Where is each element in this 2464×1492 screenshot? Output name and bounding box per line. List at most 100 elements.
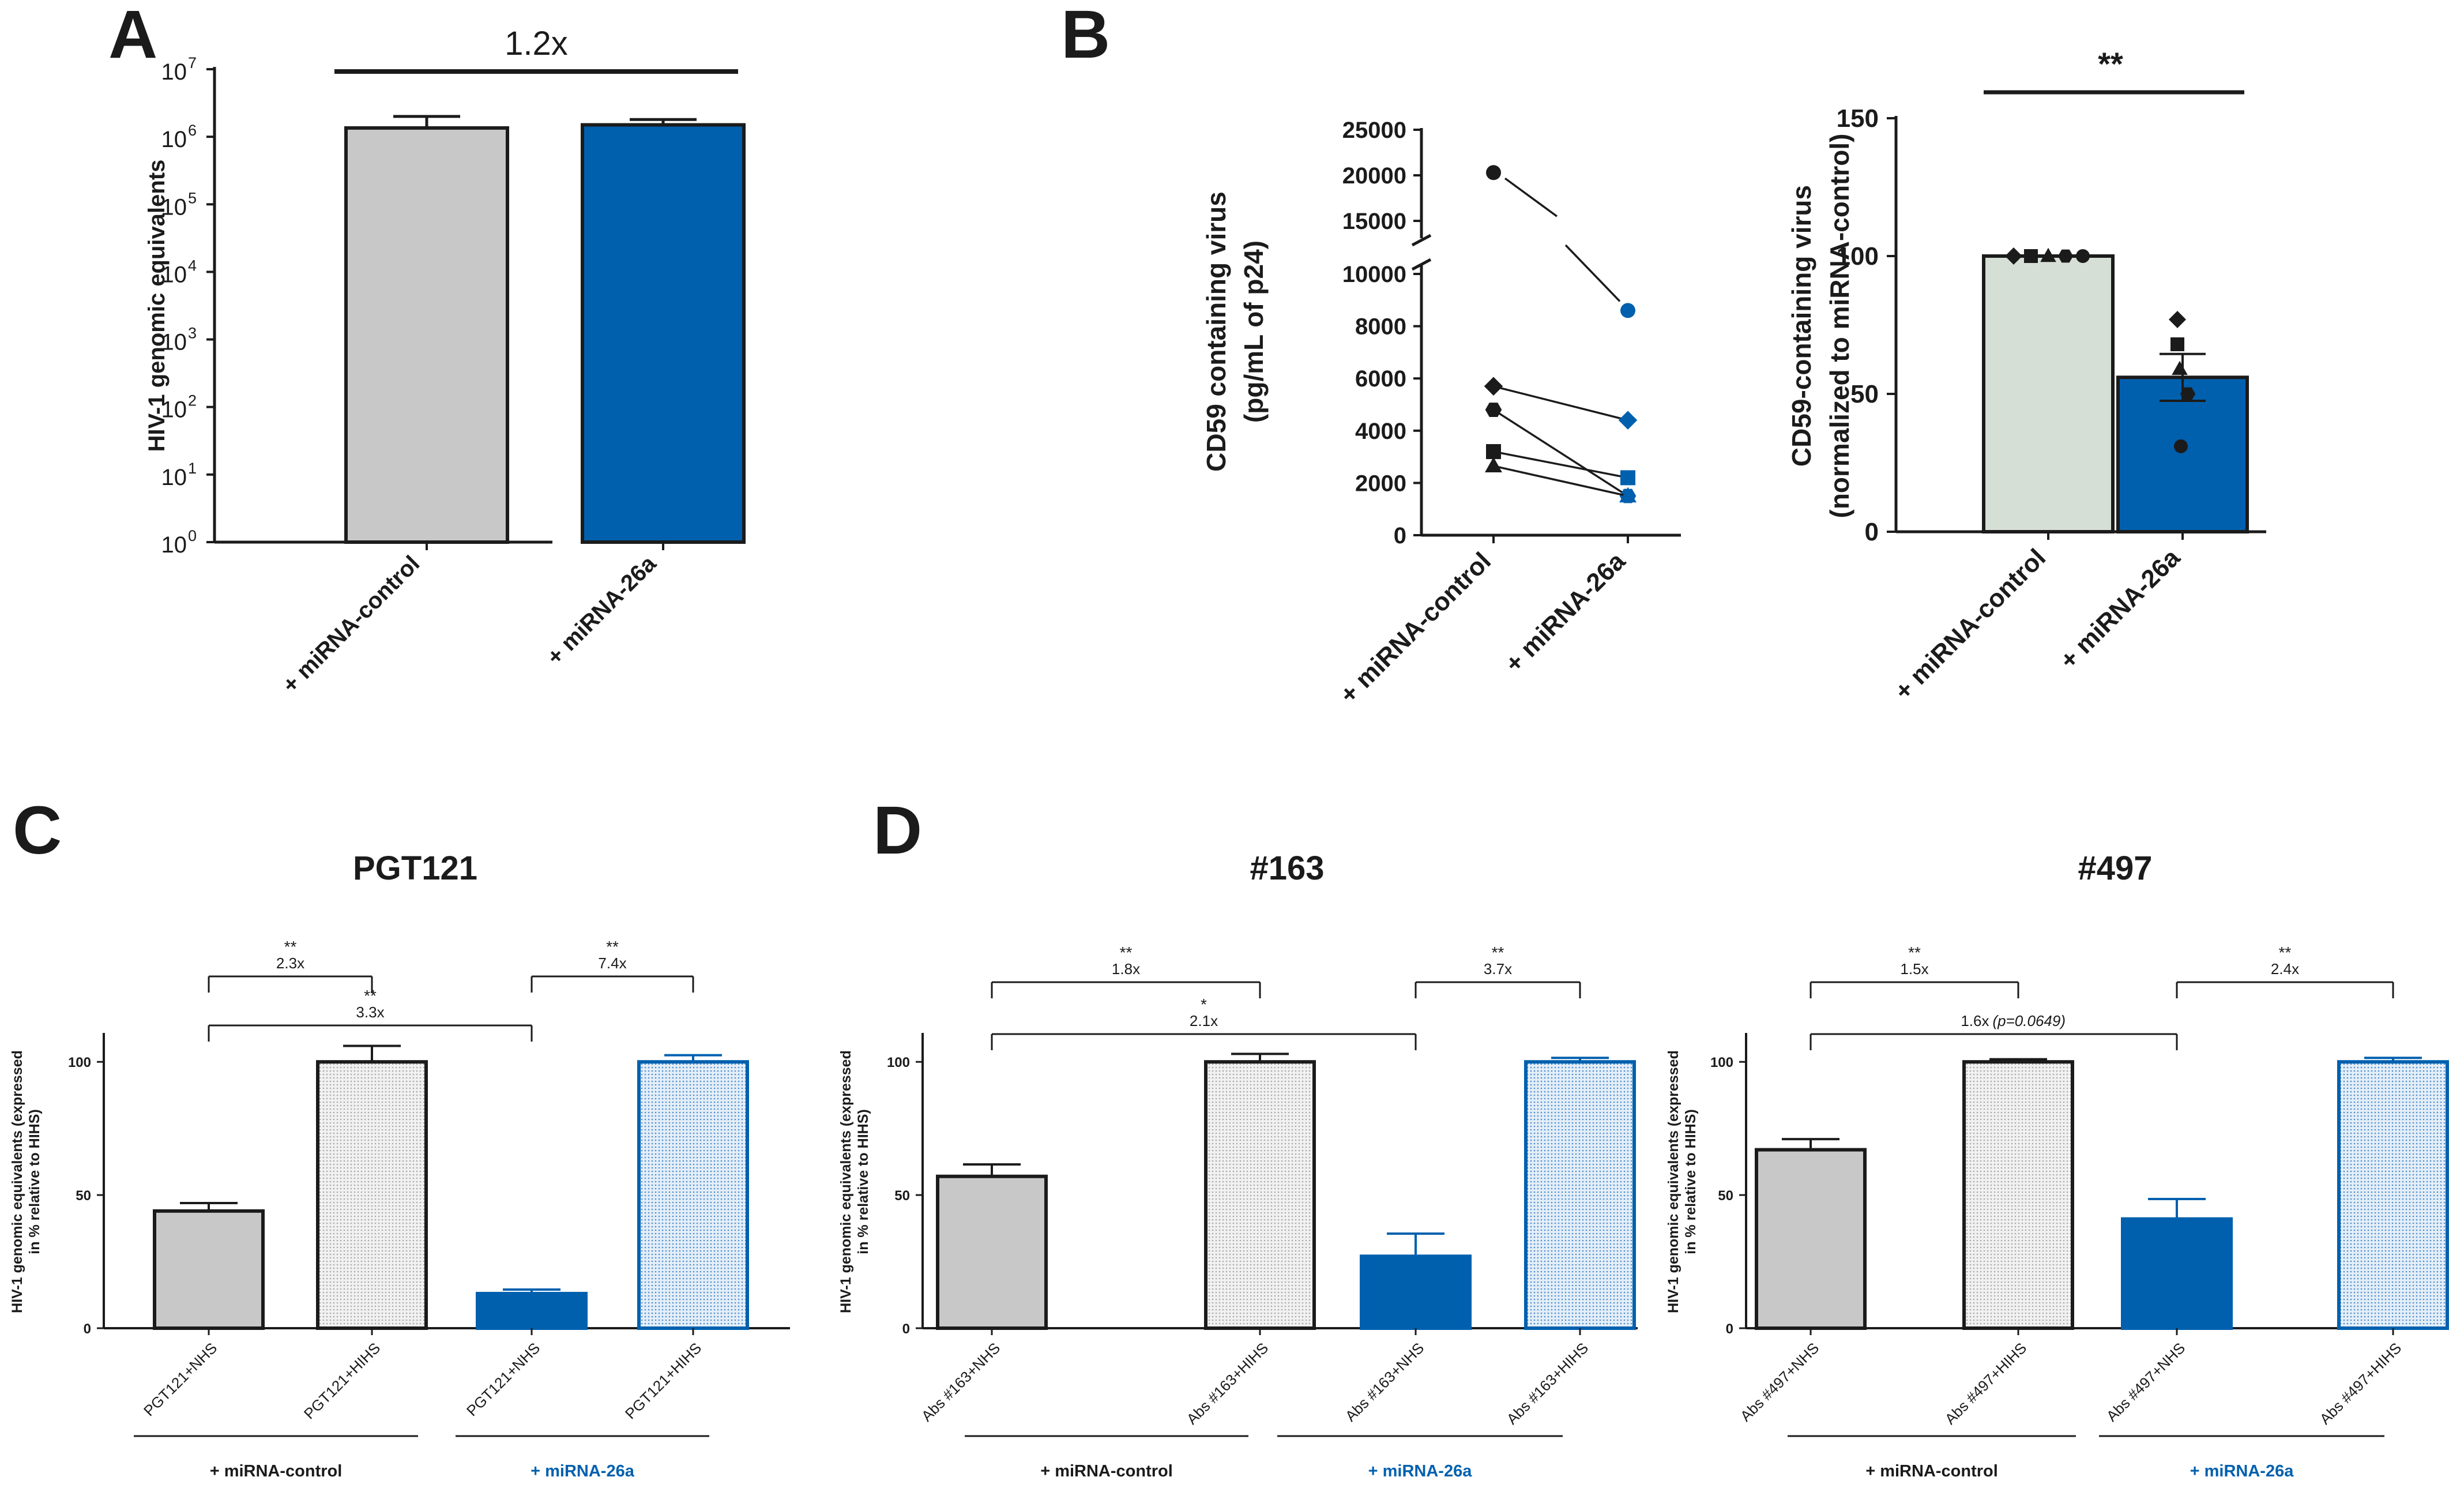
y-tick-label: 10 (161, 194, 187, 220)
data-point-mirna26a (1620, 303, 1635, 318)
data-point-control (2005, 247, 2022, 265)
significance-label: ** (364, 987, 377, 1005)
bar (1524, 1060, 1636, 1330)
data-point-control (1484, 377, 1503, 396)
data-point-control (2057, 249, 2074, 263)
x-tick-label: + miRNA-control (1889, 543, 2051, 705)
group-label: + miRNA-26a (2190, 1462, 2294, 1480)
panel-letter-b: B (1061, 0, 1110, 73)
y-axis-label: (normalized to miRNA-control) (1825, 134, 1854, 518)
y-tick-label: 10000 (1342, 262, 1406, 287)
fold-change-label: 2.3x (276, 954, 304, 972)
y-tick-exponent: 1 (188, 460, 197, 477)
y-tick-exponent: 6 (188, 122, 197, 139)
y-tick-label: 2000 (1355, 471, 1406, 496)
bar (344, 126, 509, 544)
x-tick-label: + miRNA-26a (1500, 547, 1631, 678)
y-tick-label: 100 (887, 1055, 910, 1070)
y-tick-exponent: 7 (188, 54, 197, 72)
data-point-control (1486, 444, 1501, 460)
y-axis-label: in % relative to HIHS) (855, 1109, 871, 1254)
bar (936, 1174, 1048, 1331)
chart-panel-d-497: #497 0 50 100 HIV-1 genomic equivalents (exp… (1665, 850, 2449, 1480)
bar (316, 1060, 428, 1330)
group-label: + miRNA-26a (531, 1462, 635, 1480)
pair-line (1504, 177, 1558, 217)
panel-letter-c: C (13, 792, 62, 869)
bar (1204, 1060, 1316, 1330)
y-tick-label: 150 (1837, 104, 1879, 133)
y-tick-label: 0 (84, 1321, 91, 1337)
data-point-mirna26a (2172, 360, 2188, 375)
y-tick-exponent: 2 (188, 392, 197, 409)
chart-panel-c-pgt121: PGT121 0 50 100 HIV-1 genomic equivalents (e… (9, 850, 790, 1480)
y-tick-label: 100 (1837, 242, 1879, 270)
y-tick-label: 50 (1850, 380, 1879, 408)
x-tick-label: PGT121+NHS (140, 1339, 220, 1419)
fold-change-label: 1.5x (1900, 960, 1928, 978)
fold-change-label: 1.2x (505, 25, 568, 62)
x-tick-label: + miRNA-26a (2055, 543, 2186, 675)
group-label: + miRNA-control (210, 1462, 343, 1480)
y-tick-label: 10 (161, 397, 187, 423)
y-tick-label: 0 (1865, 518, 1879, 546)
chart-title: #497 (2078, 850, 2152, 887)
y-axis-label: HIV-1 genomic equivalents (expressed (9, 1050, 25, 1313)
significance-label: ** (284, 938, 297, 956)
data-point-mirna26a (1620, 470, 1635, 486)
axis-break-mark (1411, 234, 1432, 247)
x-tick-label: PGT121+HIHS (622, 1339, 705, 1422)
significance-label: ** (1908, 944, 1921, 961)
pair-line (1493, 409, 1628, 497)
y-tick-label: 10 (161, 465, 187, 490)
data-point-control (1485, 457, 1502, 473)
data-point-control (1485, 403, 1502, 417)
y-tick-label: 10 (161, 262, 187, 287)
significance-label: ** (2098, 46, 2123, 82)
fold-change-label: 1.6x (1961, 1012, 1989, 1029)
data-point-mirna26a (2180, 387, 2196, 401)
bar (581, 123, 746, 544)
y-tick-label: 10 (161, 330, 187, 355)
y-tick-label: 10 (161, 127, 187, 152)
data-point-mirna26a (1619, 487, 1637, 503)
chart-panel-b-paired: 0 2000 4000 6000 8000 10000 15000 20000 25000 CD5… (1201, 118, 1681, 709)
y-axis-label: in % relative to HIHS) (1683, 1109, 1699, 1254)
fold-change-label: 1.8x (1112, 960, 1140, 978)
fold-change-label: 2.1x (1190, 1012, 1218, 1029)
y-tick-label: 50 (1718, 1188, 1733, 1204)
y-tick-label: 25000 (1342, 118, 1406, 143)
pair-line (1493, 465, 1628, 497)
pair-line (1493, 385, 1628, 422)
fold-change-label: 3.7x (1484, 960, 1512, 978)
y-axis-label: CD59 containing virus (1201, 191, 1231, 472)
y-tick-label: 100 (68, 1055, 91, 1070)
data-point-mirna26a (2174, 439, 2188, 453)
x-tick-label: + miRNA-26a (542, 551, 661, 670)
chart-title: #163 (1250, 850, 1324, 887)
pair-line (1564, 244, 1621, 302)
significance-label: ** (606, 938, 619, 956)
y-tick-label: 10 (161, 532, 187, 558)
x-tick-label: Abs #497+HIHS (2316, 1339, 2405, 1428)
significance-label: ** (2279, 944, 2292, 961)
y-axis-label: HIV-1 genomic equivalents (expressed (1665, 1050, 1681, 1313)
y-tick-exponent: 3 (188, 325, 197, 342)
x-tick-label: + miRNA-control (1334, 547, 1496, 709)
y-axis-label: in % relative to HIHS) (27, 1109, 43, 1254)
data-point-mirna26a (2170, 337, 2184, 351)
y-tick-exponent: 5 (188, 189, 197, 206)
group-label: + miRNA-control (1040, 1462, 1173, 1480)
x-tick-label: Abs #163+HIHS (1503, 1339, 1592, 1428)
bar (1755, 1148, 1867, 1330)
x-tick-label: Abs #163+NHS (918, 1339, 1003, 1425)
significance-label: ** (1120, 944, 1133, 961)
y-tick-label: 6000 (1355, 366, 1406, 392)
y-tick-label: 15000 (1342, 209, 1406, 234)
fold-change-label: 3.3x (356, 1004, 384, 1021)
x-tick-label: Abs #497+HIHS (1942, 1339, 2030, 1428)
x-tick-label: PGT121+NHS (463, 1339, 543, 1419)
y-tick-exponent: 4 (188, 257, 197, 274)
chart-panel-b-normalized: 0 50 100 150 CD59-containing virus (normalize… (1786, 46, 2266, 705)
